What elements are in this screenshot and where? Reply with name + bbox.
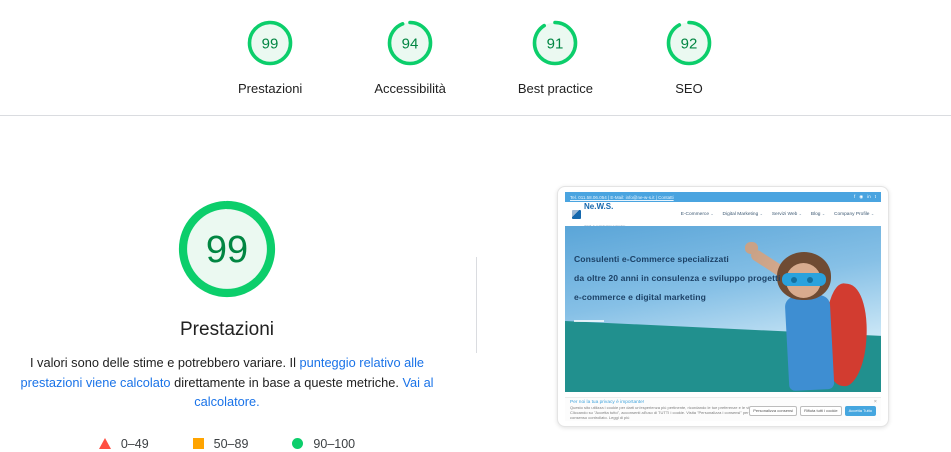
score-gauge-best-practice[interactable]: 91 Best practice [518, 19, 593, 115]
gauge-ring-icon: 94 [387, 20, 433, 66]
vertical-divider [476, 257, 477, 353]
facebook-icon[interactable]: f [854, 193, 856, 199]
svg-text:91: 91 [547, 36, 564, 53]
chevron-down-icon: ⌄ [759, 212, 763, 216]
hero-headline: Consulenti e-Commerce specializzati da o… [574, 250, 781, 307]
legend-range: 50–89 [213, 436, 249, 451]
red-triangle-icon [98, 438, 111, 449]
superhero-child-illustration [739, 230, 879, 392]
score-label: Best practice [517, 81, 593, 96]
orange-square-icon [192, 438, 204, 449]
close-icon[interactable]: × [873, 399, 877, 405]
score-legend: 0–49 50–89 90–100 [7, 437, 447, 451]
menu-item-company-profile[interactable]: Company Profile ⌄ [834, 212, 874, 217]
menu-item-servizi-web[interactable]: Servizi Web ⌄ [771, 212, 802, 217]
logo-icon [572, 209, 581, 219]
score-gauge-prestazioni[interactable]: 99 Prestazioni [238, 19, 302, 115]
menu-item-digital-marketing[interactable]: Digital Marketing ⌄ [722, 212, 763, 217]
eye-shape [807, 277, 813, 283]
site-hero: Consulenti e-Commerce specializzati da o… [565, 226, 881, 392]
personalize-consent-button[interactable]: Personalizza consensi [749, 406, 798, 416]
hero-underline [574, 320, 604, 322]
chevron-down-icon: ⌄ [798, 212, 802, 216]
cookie-title-link[interactable]: Per noi la tua privacy è importante! [570, 400, 645, 405]
legend-item-good: 90–100 [292, 437, 355, 451]
site-topbar: Tel. 011.58.06.054 | E-Mail: info@ne-w-s… [565, 192, 881, 202]
cookie-buttons: Personalizza consensi Rifiuta tutti i co… [749, 406, 876, 416]
twitter-icon[interactable]: t [874, 193, 876, 199]
gauge-ring-icon: 92 [666, 20, 712, 66]
performance-title: Prestazioni [180, 319, 274, 340]
instagram-icon[interactable]: ◉ [859, 193, 864, 199]
score-calc-link[interactable]: punteggio relativo alle prestazioni vien… [20, 355, 425, 390]
svg-text:94: 94 [402, 36, 419, 53]
svg-text:92: 92 [681, 36, 698, 53]
performance-gauge: 99 [178, 200, 276, 298]
linkedin-icon[interactable]: in [867, 193, 871, 199]
chevron-down-icon: ⌄ [821, 212, 825, 216]
scores-header: 99 Prestazioni 94 Accessibilità 91 Best … [0, 0, 951, 116]
green-circle-icon [292, 438, 304, 449]
reject-cookies-button[interactable]: Rifiuta tutti i cookie [800, 406, 842, 416]
description-text: direttamente in base a queste metriche. [170, 374, 403, 390]
gauge-ring-icon: 91 [533, 20, 578, 66]
score-label: Prestazioni [238, 81, 303, 96]
legend-range: 0–49 [120, 436, 149, 451]
site-preview: Tel. 011.58.06.054 | E-Mail: info@ne-w-s… [565, 192, 881, 421]
site-navbar: Ne.W.S. WEB E COMUNICAZIONE E-Commerce ⌄… [565, 202, 881, 228]
gauge-ring-icon: 99 [247, 20, 293, 66]
menu-item-ecommerce[interactable]: E-Commerce ⌄ [680, 212, 714, 217]
chevron-down-icon: ⌄ [710, 212, 714, 216]
svg-text:99: 99 [206, 229, 248, 271]
accept-all-button[interactable]: Accetta Tutto [844, 406, 876, 416]
description-text: I valori sono delle stime e potrebbero v… [29, 355, 300, 370]
legend-item-fail: 0–49 [98, 436, 149, 451]
legend-range: 90–100 [313, 436, 356, 451]
cookie-banner: Per noi la tua privacy è importante! Que… [565, 397, 881, 421]
cookie-text: Questo sito utilizza i cookie per darti … [570, 406, 771, 420]
score-label: Accessibilità [374, 81, 446, 96]
hero-line: Consulenti e-Commerce specializzati [574, 254, 729, 264]
body-shape [784, 294, 835, 392]
site-screenshot-thumbnail[interactable]: Tel. 011.58.06.054 | E-Mail: info@ne-w-s… [557, 186, 889, 427]
hero-line: e-commerce e digital marketing [574, 292, 706, 302]
score-gauge-seo[interactable]: 92 SEO [665, 19, 713, 115]
menu-item-blog[interactable]: Blog ⌄ [810, 212, 825, 217]
performance-section: 99 Prestazioni I valori sono delle stime… [7, 200, 447, 451]
svg-text:99: 99 [262, 36, 279, 53]
score-gauge-accessibilita[interactable]: 94 Accessibilità [374, 19, 446, 115]
fist-shape [745, 242, 758, 254]
legend-item-average: 50–89 [192, 436, 249, 451]
chevron-down-icon: ⌄ [870, 212, 874, 216]
site-menu: E-Commerce ⌄ Digital Marketing ⌄ Servizi… [681, 211, 874, 217]
logo-text: Ne.W.S. [584, 202, 614, 211]
hero-line: da oltre 20 anni in consulenza e svilupp… [574, 273, 781, 283]
performance-description: I valori sono delle stime e potrebbero v… [7, 353, 447, 412]
calculator-link[interactable]: Vai al calcolatore. [194, 374, 434, 410]
site-social-icons: f ◉ in t [854, 193, 876, 200]
score-label: SEO [675, 81, 703, 96]
eye-shape [791, 277, 797, 283]
site-contact-links[interactable]: Tel. 011.58.06.054 | E-Mail: info@ne-w-s… [570, 194, 674, 200]
mask-shape [782, 273, 826, 286]
